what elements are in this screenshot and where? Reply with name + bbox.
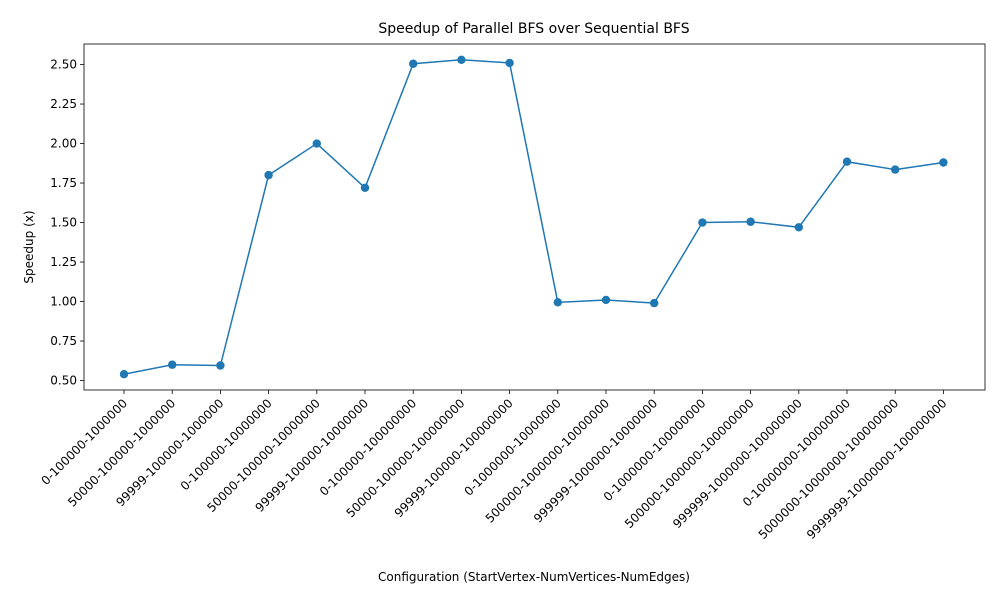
data-point (746, 217, 755, 226)
y-tick-label: 1.00 (50, 295, 77, 309)
data-point (409, 59, 418, 68)
plot-frame (83, 43, 986, 391)
data-point (457, 55, 466, 64)
data-point (891, 165, 900, 174)
data-point (216, 361, 225, 370)
y-tick-label: 1.50 (50, 216, 77, 230)
y-tick-label: 2.00 (50, 137, 77, 151)
data-point (698, 218, 707, 227)
data-point (360, 183, 370, 192)
data-point (264, 170, 273, 180)
y-tick-label: 0.75 (50, 334, 77, 348)
data-point (939, 158, 948, 167)
y-tick-label: 0.50 (50, 374, 77, 388)
x-axis-label: Configuration (StartVertex-NumVertices-N… (378, 570, 690, 584)
y-axis-label: Speedup (x) (22, 210, 36, 283)
y-tick-label: 2.50 (50, 58, 77, 72)
data-point (168, 360, 177, 369)
data-point (794, 223, 803, 232)
y-tick-label: 1.25 (50, 255, 77, 269)
chart-title: Speedup of Parallel BFS over Sequential … (378, 21, 689, 37)
data-point (842, 157, 852, 166)
data-point (312, 139, 321, 148)
data-point (601, 295, 611, 305)
series-line (123, 59, 944, 375)
data-point (553, 298, 562, 307)
data-point (650, 298, 659, 308)
data-point (505, 58, 514, 68)
data-point (119, 370, 129, 379)
y-tick-label: 2.25 (50, 97, 77, 111)
y-tick-label: 1.75 (50, 176, 77, 190)
